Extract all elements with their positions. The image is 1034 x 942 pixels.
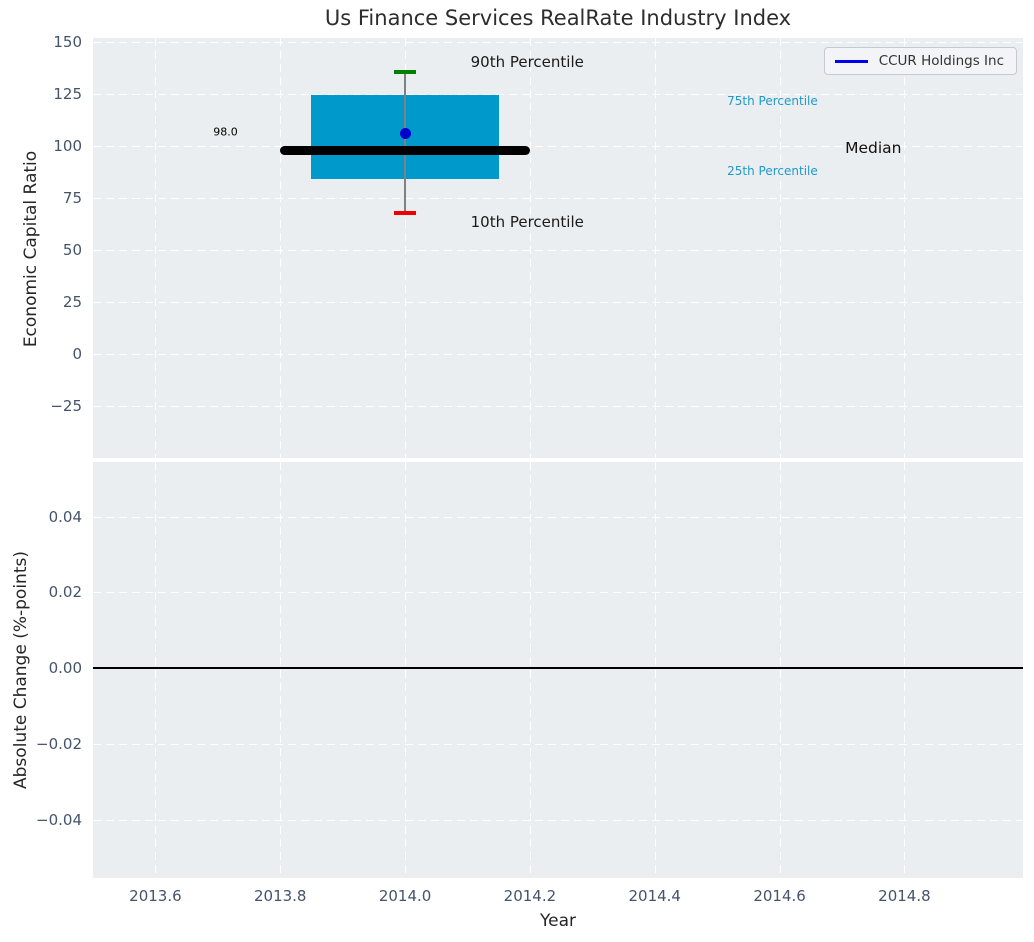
vertical-gridline	[280, 462, 282, 878]
x-axis-label: Year	[540, 911, 576, 931]
vertical-gridline	[904, 38, 906, 458]
horizontal-gridline	[93, 516, 1023, 518]
x-tick-label: 2013.8	[253, 887, 307, 905]
vertical-gridline	[155, 462, 157, 878]
annotation-75th-percentile: 75th Percentile	[727, 94, 818, 109]
legend-line-swatch	[834, 59, 868, 63]
vertical-gridline	[529, 462, 531, 878]
annotation-median: Median	[845, 138, 902, 157]
horizontal-gridline	[93, 42, 1023, 44]
horizontal-gridline	[93, 354, 1023, 356]
x-tick-label: 2014.8	[878, 887, 931, 905]
annotation-10th-percentile: 10th Percentile	[470, 213, 584, 231]
vertical-gridline	[280, 38, 282, 458]
y-tick-label: −0.02	[36, 735, 82, 754]
annotation-90th-percentile: 90th Percentile	[470, 52, 584, 71]
y-tick-label: 25	[62, 293, 82, 312]
median-line	[280, 145, 530, 155]
y-tick-label: −0.04	[36, 810, 82, 829]
whisker-cap-10th	[394, 210, 417, 215]
y-tick-label: 75	[62, 189, 82, 208]
y-tick-label: 0	[72, 345, 82, 364]
whisker-line	[404, 72, 406, 213]
vertical-gridline	[529, 38, 531, 458]
top-plot-area	[93, 38, 1023, 458]
vertical-gridline	[405, 462, 407, 878]
y-tick-label: 150	[53, 33, 82, 52]
chart-title: Us Finance Services RealRate Industry In…	[324, 6, 792, 30]
x-tick-label: 2014.4	[628, 887, 681, 905]
zero-line	[93, 667, 1023, 670]
y-tick-label: 100	[53, 137, 82, 156]
vertical-gridline	[779, 38, 781, 458]
vertical-gridline	[904, 462, 906, 878]
vertical-gridline	[405, 38, 407, 458]
company-data-point	[399, 127, 411, 139]
legend: CCUR Holdings Inc	[823, 47, 1017, 75]
vertical-gridline	[654, 462, 656, 878]
bottom-plot-area	[93, 462, 1023, 878]
annotation-25th-percentile: 25th Percentile	[727, 164, 818, 179]
vertical-gridline	[155, 38, 157, 458]
y-tick-label: −25	[50, 397, 82, 416]
vertical-gridline	[654, 38, 656, 458]
x-tick-label: 2014.0	[378, 887, 432, 905]
horizontal-gridline	[93, 250, 1023, 252]
y-tick-label: 0.00	[48, 659, 82, 678]
whisker-cap-90th	[394, 70, 417, 75]
legend-label: CCUR Holdings Inc	[878, 53, 1004, 69]
x-tick-label: 2013.6	[129, 887, 182, 905]
horizontal-gridline	[93, 592, 1023, 594]
horizontal-gridline	[93, 94, 1023, 96]
y-tick-label: 125	[53, 85, 82, 104]
annotation-98-0: 98.0	[213, 125, 238, 139]
y-tick-label: 0.04	[48, 507, 82, 526]
horizontal-gridline	[93, 146, 1023, 148]
horizontal-gridline	[93, 744, 1023, 746]
horizontal-gridline	[93, 302, 1023, 304]
horizontal-gridline	[93, 819, 1023, 821]
horizontal-gridline	[93, 406, 1023, 408]
y-tick-label: 50	[62, 241, 82, 260]
x-tick-label: 2014.2	[503, 887, 557, 905]
vertical-gridline	[779, 462, 781, 878]
horizontal-gridline	[93, 198, 1023, 200]
x-tick-label: 2014.6	[753, 887, 806, 905]
y-tick-label: 0.02	[48, 583, 82, 602]
